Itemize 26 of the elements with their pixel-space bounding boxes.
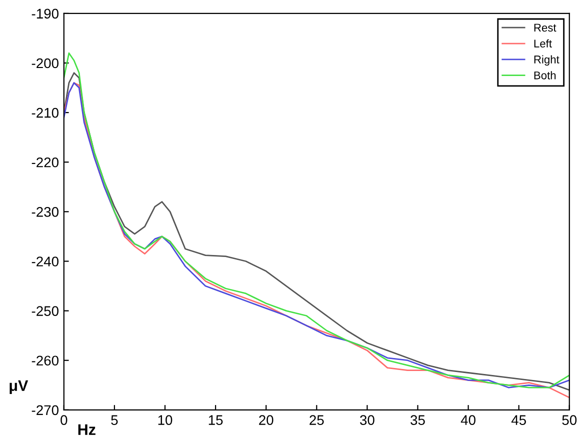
x-tick-label: 25 (310, 415, 324, 425)
x-tick-label: 45 (511, 415, 526, 425)
x-tick-label: 15 (208, 415, 223, 425)
x-tick-label: 40 (460, 415, 476, 425)
x-tick-label: 20 (259, 415, 274, 425)
y-tick-label: -190 (32, 8, 59, 19)
legend-label: Left (534, 39, 552, 48)
x-tick-label: 30 (360, 415, 374, 425)
y-tick-label: -230 (32, 207, 59, 217)
legend-label: Rest (534, 24, 556, 32)
y-tick-label: -270 (32, 405, 59, 416)
x-tick-label: 35 (410, 415, 425, 425)
x-tick-label: 50 (562, 415, 577, 425)
y-axis-title: μV (10, 380, 28, 394)
y-tick-label: -220 (32, 157, 59, 168)
y-tick-label: -250 (32, 306, 59, 316)
x-tick-label: 5 (111, 415, 118, 425)
x-tick-label: 0 (60, 415, 68, 425)
x-axis-title: Hz (78, 424, 96, 435)
legend-label: Right (534, 55, 560, 66)
legend-label: Both (534, 71, 556, 80)
y-tick-label: -260 (32, 356, 59, 366)
x-tick-label: 10 (158, 415, 172, 425)
y-tick-label: -210 (32, 108, 59, 118)
y-tick-label: -200 (32, 58, 59, 68)
y-tick-label: -240 (32, 256, 59, 266)
